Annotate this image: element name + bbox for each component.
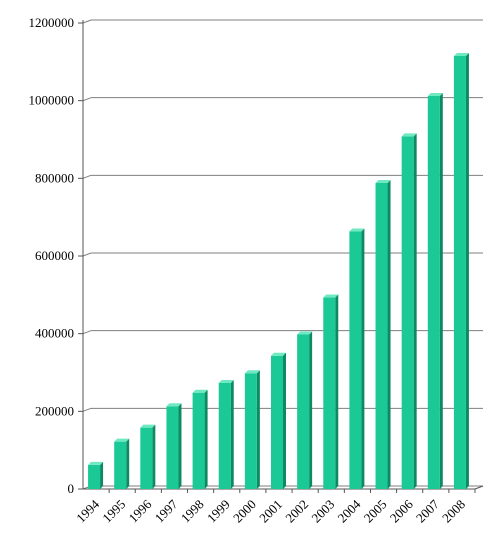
bar-top (297, 331, 313, 335)
x-tick-label: 2004 (335, 496, 364, 525)
bar-front (401, 136, 414, 490)
bar-front (349, 231, 362, 489)
bar-side (335, 294, 339, 489)
y-axis-tick-labels: 0 200000 400000 600000 800000 1000000 1200000 (29, 15, 75, 496)
bar-2001 (271, 352, 286, 489)
bar-top (323, 294, 339, 298)
bar-1999 (218, 379, 234, 489)
y-tick-label: 0 (68, 481, 75, 496)
bar-front (218, 382, 231, 489)
bar-front (323, 297, 336, 489)
x-tick-label: 1994 (73, 496, 102, 525)
x-axis-tick-labels: 1994199519961997199819992000200120022003… (73, 496, 468, 525)
bar-2005 (375, 179, 391, 489)
bar-front (140, 427, 153, 489)
bar-top (401, 133, 417, 137)
gridlines (82, 19, 483, 490)
x-tick-label: 2006 (387, 496, 416, 525)
y-tick-label: 600000 (35, 248, 74, 263)
x-tick-label: 2000 (230, 497, 259, 526)
bar-top (218, 379, 234, 383)
bar-side (309, 331, 313, 489)
bar-2008 (453, 53, 469, 490)
bar-top (271, 352, 286, 356)
bar-1994 (88, 461, 104, 489)
bar-top (375, 179, 391, 183)
x-tick-label: 1996 (125, 496, 154, 525)
bar-front (166, 406, 179, 489)
gridline-depth (82, 330, 92, 335)
bar-top (244, 370, 260, 374)
bars (88, 53, 469, 490)
bar-2007 (427, 93, 443, 490)
bar-side (126, 438, 130, 489)
bar-side (387, 179, 391, 489)
bar-top (349, 228, 365, 232)
y-tick-label: 200000 (35, 403, 74, 418)
x-tick-label: 1998 (178, 497, 207, 526)
bar-side (439, 93, 443, 490)
gridline-depth (82, 97, 92, 102)
bar-2000 (244, 370, 260, 489)
x-tick-label: 1995 (99, 497, 128, 526)
bar-top (114, 438, 130, 442)
bar-front (244, 373, 257, 489)
bar-1998 (192, 389, 208, 489)
bar-side (413, 133, 417, 490)
bar-front (88, 464, 101, 489)
bar-side (178, 403, 182, 489)
x-tick-label: 2002 (282, 497, 311, 526)
gridline-depth (82, 252, 92, 257)
bar-side (283, 352, 286, 489)
bar-top (453, 53, 469, 57)
x-tick-label: 2007 (413, 496, 442, 525)
bar-side (230, 379, 234, 489)
bar-side (256, 370, 260, 489)
y-tick-label: 1000000 (29, 93, 75, 108)
bar-1997 (166, 403, 182, 489)
x-tick-label: 2003 (308, 497, 337, 526)
x-axis-depth (474, 485, 484, 490)
gridline-depth (82, 174, 92, 179)
bar-side (152, 424, 156, 489)
gridline-depth (82, 407, 92, 412)
bar-1996 (140, 424, 156, 489)
bar-top (166, 403, 182, 407)
bar-side (204, 389, 208, 489)
bar-front (297, 334, 310, 489)
bar-side (361, 228, 365, 489)
bar-2002 (297, 331, 313, 489)
bar-front (114, 441, 127, 489)
x-tick-label: 2008 (439, 497, 468, 526)
bar-1995 (114, 438, 130, 489)
bar-2006 (401, 133, 417, 490)
gridline-depth (82, 19, 92, 24)
y-tick-label: 400000 (35, 326, 74, 341)
bar-front (453, 56, 466, 490)
bar-front (427, 96, 440, 490)
bar-front (375, 182, 388, 489)
bar-side (465, 53, 469, 490)
bar-2004 (349, 228, 365, 489)
bar-top (192, 389, 208, 393)
x-tick-label: 2001 (256, 497, 285, 526)
bar-front (271, 355, 283, 489)
bar-top (427, 93, 443, 97)
bar-2003 (323, 294, 339, 489)
bar-top (88, 461, 104, 465)
bar-side (100, 461, 104, 489)
bar-front (192, 392, 205, 489)
y-tick-label: 800000 (35, 170, 74, 185)
y-tick-label: 1200000 (29, 15, 75, 30)
x-tick-label: 1999 (204, 497, 233, 526)
bar-top (140, 424, 156, 428)
x-tick-label: 1997 (152, 496, 181, 525)
x-tick-label: 2005 (361, 497, 390, 526)
